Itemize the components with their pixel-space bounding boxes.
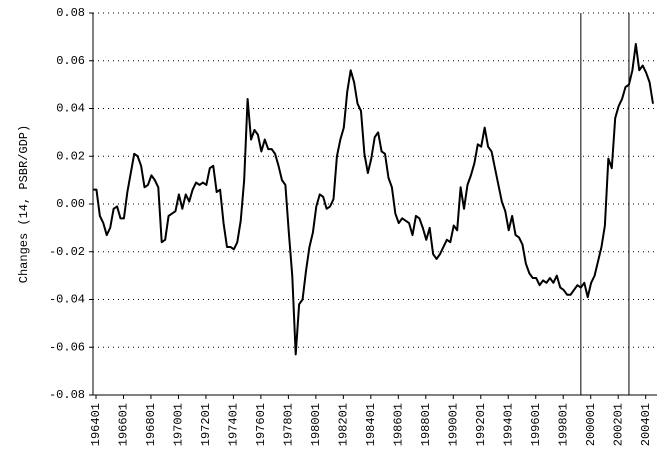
x-tick-label: 200001 <box>584 403 598 446</box>
x-tick-label: 197801 <box>282 403 296 446</box>
x-tick-label: 196601 <box>117 403 131 446</box>
x-tick-label: 198401 <box>364 403 378 446</box>
x-tick-label: 200201 <box>611 403 625 446</box>
y-tick-label: 0.08 <box>56 6 85 20</box>
y-tick-label: 0.04 <box>56 102 85 116</box>
x-tick-label: 196401 <box>89 403 103 446</box>
y-tick-label: -0.06 <box>49 340 85 354</box>
data-line <box>93 43 654 356</box>
x-tick-label: 199601 <box>529 403 543 446</box>
x-tick-label: 198601 <box>392 403 406 446</box>
x-tick-label: 197201 <box>199 403 213 446</box>
x-tick-label: 198801 <box>419 403 433 446</box>
y-tick-label: -0.02 <box>49 245 85 259</box>
x-tick-label: 199001 <box>446 403 460 446</box>
y-tick-label: -0.08 <box>49 388 85 402</box>
x-tick-label: 199401 <box>501 403 515 446</box>
y-tick-label: -0.04 <box>49 293 85 307</box>
x-tick-label: 196801 <box>144 403 158 446</box>
y-tick-label: 0.02 <box>56 149 85 163</box>
y-axis-label: Changes (14, PSBR/GDP) <box>17 125 31 283</box>
x-tick-label: 199801 <box>556 403 570 446</box>
x-tick-label: 198001 <box>309 403 323 446</box>
x-tick-label: 199201 <box>474 403 488 446</box>
x-tick-label: 197001 <box>172 403 186 446</box>
x-tick-label: 197601 <box>254 403 268 446</box>
x-tick-label: 197401 <box>227 403 241 446</box>
x-tick-label: 200401 <box>639 403 653 446</box>
y-tick-label: 0.06 <box>56 54 85 68</box>
x-tick-label: 198201 <box>337 403 351 446</box>
y-tick-label: 0.00 <box>56 197 85 211</box>
